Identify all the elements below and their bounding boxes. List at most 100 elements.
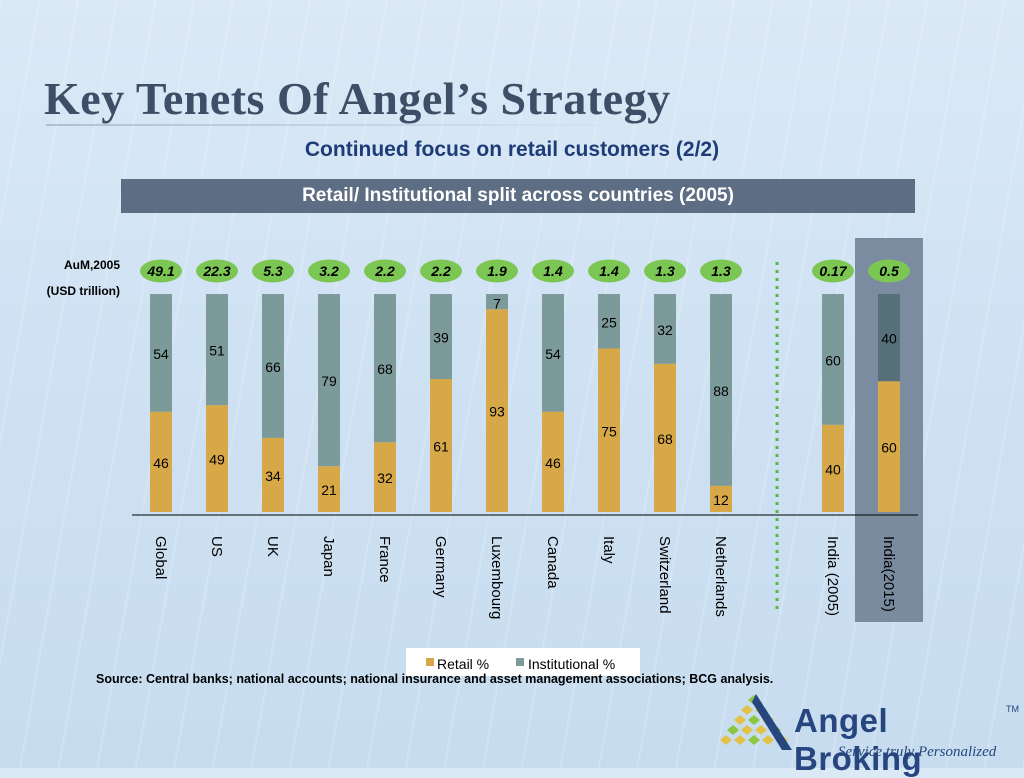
aum-value-1: 22.3 [202, 263, 230, 279]
label-institutional-4: 68 [377, 361, 393, 377]
aum-badge-4 [364, 259, 406, 283]
category-label-0: Global [152, 536, 169, 579]
bars-layer [150, 294, 900, 512]
label-institutional-5: 39 [433, 330, 449, 346]
bar-retail-4 [374, 442, 396, 512]
aum-badge-5 [420, 259, 462, 283]
chart-banner: Retail/ Institutional split across count… [121, 179, 915, 213]
bar-retail-3 [318, 466, 340, 512]
title-underline [46, 124, 646, 126]
bar-retail-8 [598, 348, 620, 512]
label-retail-0: 46 [153, 455, 169, 471]
label-institutional-6: 7 [493, 295, 501, 311]
category-label-1: US [208, 536, 225, 557]
category-label-12: India(2015) [880, 536, 897, 612]
label-institutional-1: 51 [209, 343, 225, 359]
source-note: Source: Central banks; national accounts… [96, 672, 774, 686]
label-retail-2: 34 [265, 468, 281, 484]
aum-label: AuM,2005 [63, 258, 120, 272]
slide-title: Key Tenets Of Angel’s Strategy [44, 73, 671, 124]
aum-value-11: 0.17 [819, 263, 847, 279]
label-retail-11: 40 [825, 461, 841, 477]
aum-value-10: 1.3 [711, 263, 731, 279]
bar-retail-0 [150, 411, 172, 512]
legend-label-retail: Retail % [437, 656, 489, 672]
label-retail-6: 93 [489, 404, 505, 420]
label-retail-12: 60 [881, 440, 897, 456]
logo-tagline: Service truly Personalized [838, 744, 997, 760]
label-retail-5: 61 [433, 439, 449, 455]
category-label-6: Luxembourg [488, 536, 505, 619]
category-label-10: Netherlands [712, 536, 729, 617]
label-institutional-2: 66 [265, 359, 281, 375]
bar-retail-2 [262, 437, 284, 512]
logo-diamond [727, 725, 739, 735]
bar-retail-5 [430, 379, 452, 512]
bar-retail-1 [206, 405, 228, 512]
label-institutional-11: 60 [825, 352, 841, 368]
aum-badge-7 [532, 259, 574, 283]
bar-retail-7 [542, 411, 564, 512]
logo-diamond [762, 735, 774, 745]
label-institutional-9: 32 [657, 322, 673, 338]
bar-institutional-9 [654, 294, 676, 364]
bar-institutional-1 [206, 294, 228, 406]
label-retail-4: 32 [377, 470, 393, 486]
label-institutional-8: 25 [601, 314, 617, 330]
bar-institutional-6 [486, 294, 508, 310]
logo-slash [752, 694, 792, 750]
bar-retail-12 [878, 381, 900, 512]
angel-broking-logo: Angel Broking TM Service truly Personali… [716, 688, 1019, 777]
aum-badge-10 [700, 259, 742, 283]
bar-institutional-7 [542, 294, 564, 412]
bar-retail-11 [822, 424, 844, 512]
logo-diamond [734, 735, 746, 745]
legend-swatch-institutional [516, 658, 524, 666]
bar-institutional-11 [822, 294, 844, 425]
label-retail-8: 75 [601, 423, 617, 439]
label-retail-3: 21 [321, 482, 337, 498]
bar-retail-9 [654, 363, 676, 512]
logo-diamond [741, 705, 753, 715]
aum-badge-3 [308, 259, 350, 283]
aum-value-7: 1.4 [543, 263, 563, 279]
aum-value-9: 1.3 [655, 263, 675, 279]
logo-diamond [741, 725, 753, 735]
category-label-8: Italy [600, 536, 617, 564]
aum-value-12: 0.5 [879, 263, 899, 279]
aum-badge-9 [644, 259, 686, 283]
label-retail-7: 46 [545, 455, 561, 471]
aum-value-5: 2.2 [430, 263, 451, 279]
category-label-9: Switzerland [656, 536, 673, 614]
label-retail-1: 49 [209, 452, 225, 468]
label-institutional-10: 88 [713, 383, 729, 399]
aum-badge-2 [252, 259, 294, 283]
category-label-2: UK [264, 536, 281, 557]
logo-tm: TM [1006, 704, 1019, 714]
legend-label-institutional: Institutional % [528, 656, 615, 672]
label-institutional-12: 40 [881, 331, 897, 347]
x-axis: Global US UK Japan France Germany Luxembourg Ca… [132, 262, 918, 619]
bar-retail-10 [710, 485, 732, 512]
labels-layer: 46 54 49 51 34 66 21 79 32 68 61 39 93 7 46 54 75 25 68 32 1… [153, 295, 897, 508]
aum-value-4: 2.2 [374, 263, 395, 279]
aum-badge-8 [588, 259, 630, 283]
bar-institutional-10 [710, 294, 732, 486]
bar-retail-6 [486, 309, 508, 512]
category-label-7: Canada [544, 536, 561, 589]
label-retail-10: 12 [713, 492, 729, 508]
aum-value-0: 49.1 [146, 263, 174, 279]
aum-value-6: 1.9 [487, 263, 507, 279]
bar-institutional-12 [878, 294, 900, 382]
bar-institutional-8 [598, 294, 620, 349]
logo-name: Angel Broking [794, 702, 923, 777]
logo-diamond [734, 715, 746, 725]
bar-institutional-4 [374, 294, 396, 443]
category-label-3: Japan [320, 536, 337, 577]
bar-institutional-0 [150, 294, 172, 412]
logo-diamond [748, 715, 760, 725]
aum-badge-1 [196, 259, 238, 283]
aum-badge-11 [812, 259, 854, 283]
legend-swatch-retail [426, 658, 434, 666]
